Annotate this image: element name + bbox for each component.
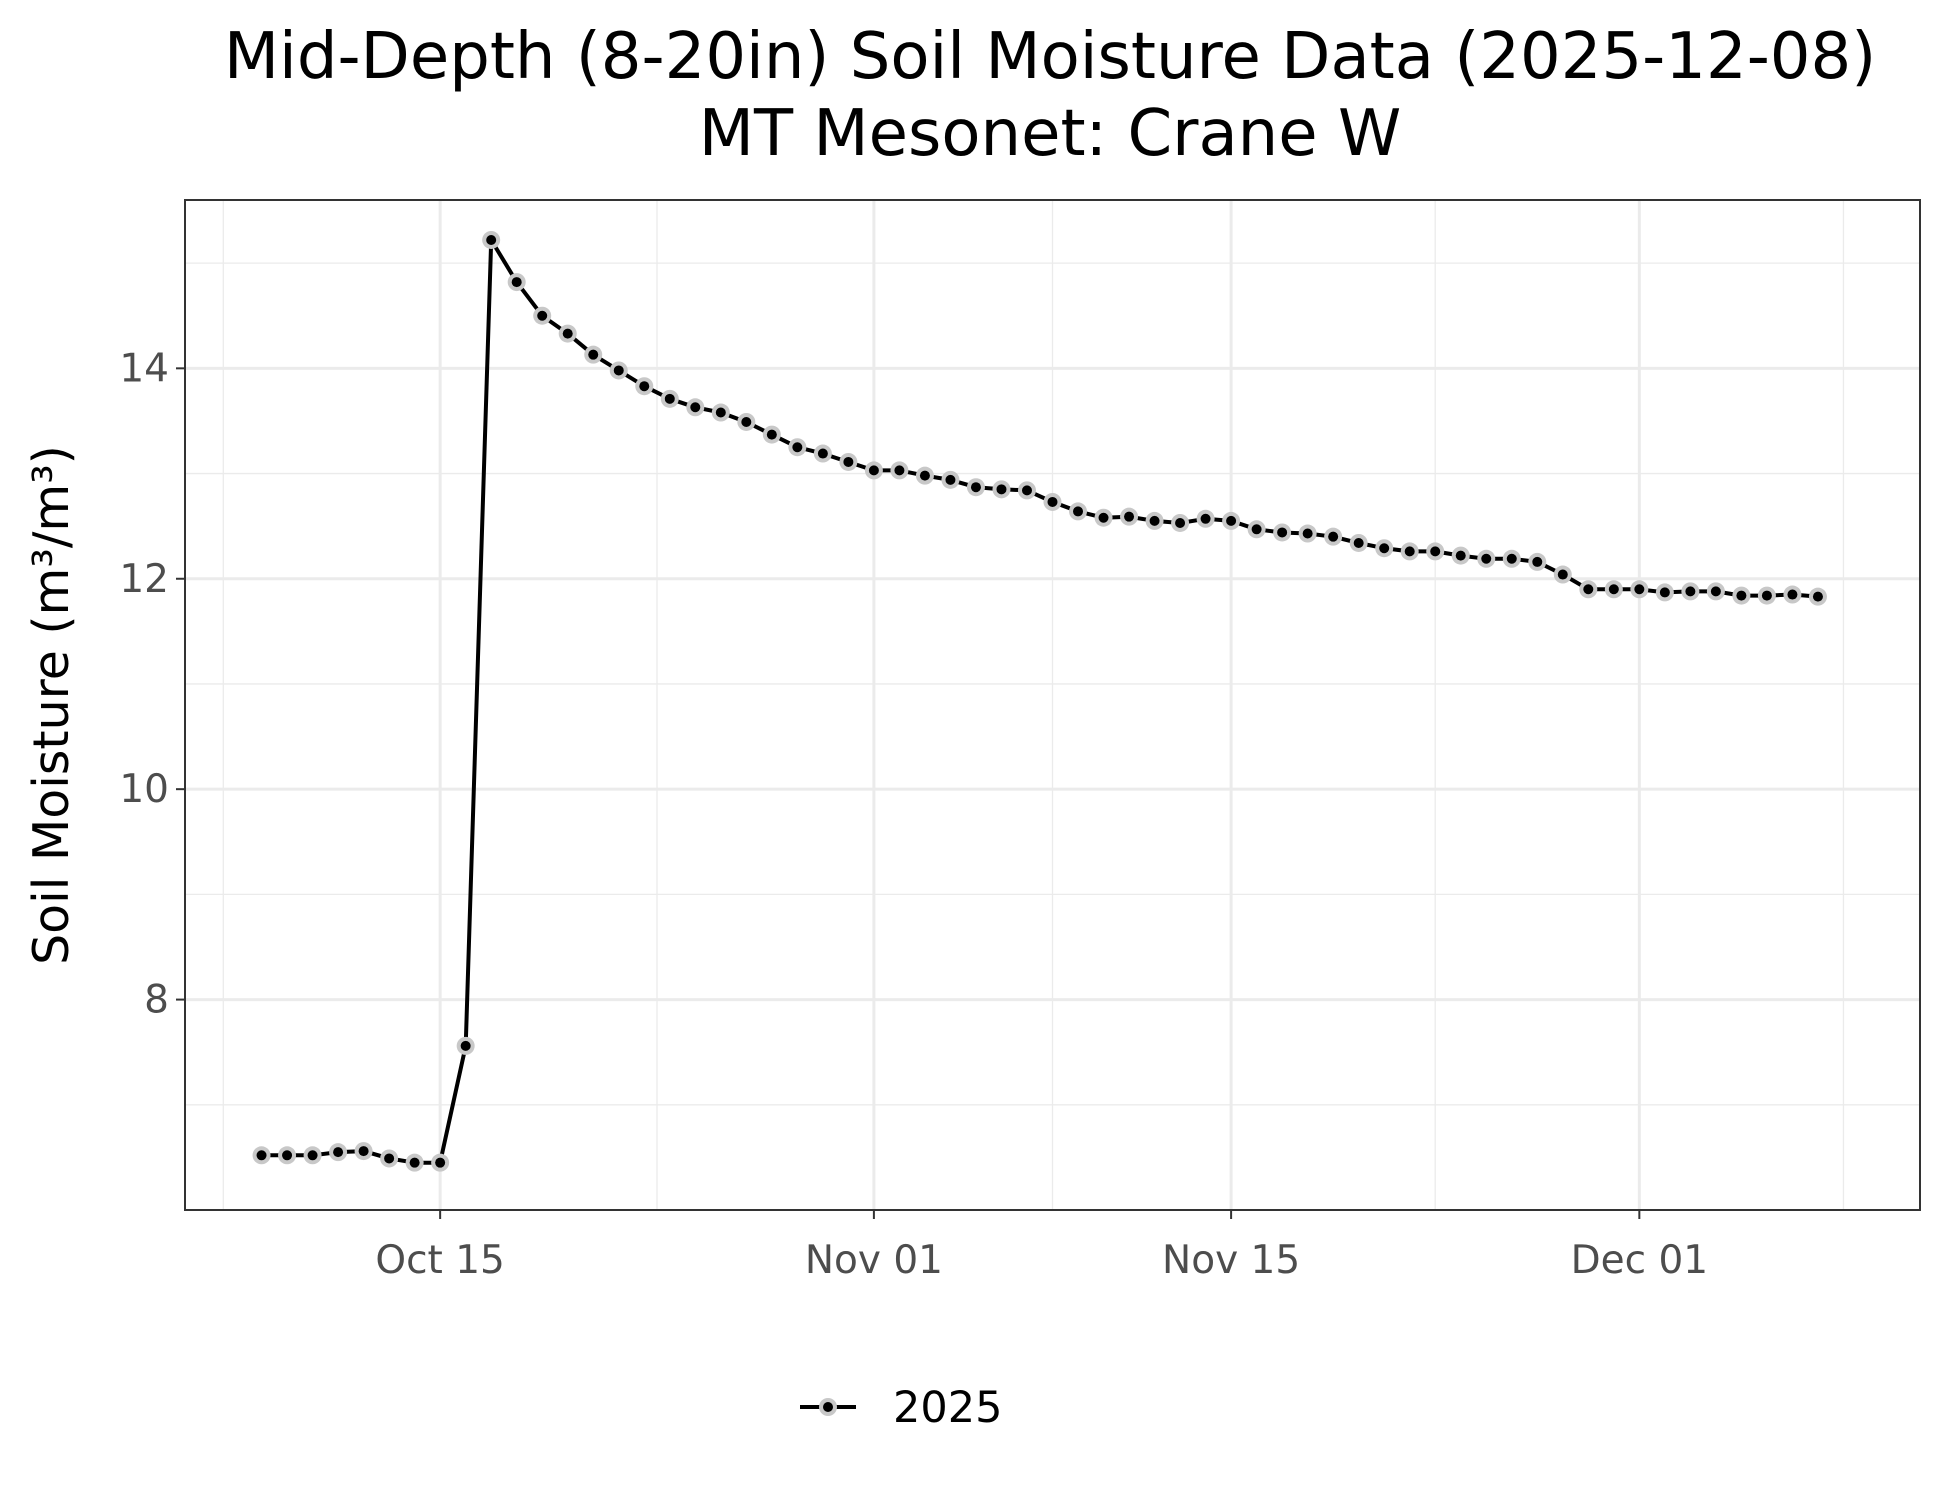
data-point	[1557, 569, 1568, 580]
data-point	[1634, 584, 1645, 595]
data-point	[358, 1146, 369, 1157]
data-point	[562, 328, 573, 339]
data-point	[843, 456, 854, 467]
data-point	[307, 1150, 318, 1161]
data-point	[741, 416, 752, 427]
data-point	[1353, 537, 1364, 548]
data-point	[919, 470, 930, 481]
data-point	[1736, 590, 1747, 601]
x-tick-label: Nov 15	[1162, 1238, 1300, 1283]
data-point	[996, 484, 1007, 495]
plot-border	[184, 199, 1921, 1211]
legend-key-point	[823, 1402, 833, 1412]
y-tick-label: 10	[119, 767, 169, 812]
x-tick-label: Oct 15	[375, 1238, 504, 1283]
data-point	[1021, 485, 1032, 496]
x-tick-label: Dec 01	[1571, 1238, 1709, 1283]
legend-label-2025: 2025	[893, 1383, 1002, 1433]
y-tick-label: 12	[119, 557, 169, 602]
data-point	[256, 1150, 267, 1161]
data-point	[1506, 553, 1517, 564]
data-point	[1277, 527, 1288, 538]
chart-title: Mid-Depth (8-20in) Soil Moisture Data (2…	[224, 20, 1876, 94]
data-point	[1583, 584, 1594, 595]
data-point	[1175, 517, 1186, 528]
data-point	[1098, 512, 1109, 523]
data-point	[1404, 546, 1415, 557]
data-point	[1685, 586, 1696, 597]
data-point	[1200, 513, 1211, 524]
data-point	[1328, 531, 1339, 542]
data-point	[894, 465, 905, 476]
data-point	[1251, 524, 1262, 535]
legend: 2025	[800, 1383, 1002, 1433]
data-point	[868, 465, 879, 476]
data-point	[1787, 589, 1798, 600]
data-point	[537, 310, 548, 321]
chart-subtitle: MT Mesonet: Crane W	[699, 97, 1401, 171]
data-point	[333, 1147, 344, 1158]
data-point	[766, 429, 777, 440]
data-point	[1047, 496, 1058, 507]
data-point	[817, 448, 828, 459]
data-point	[690, 402, 701, 413]
data-point	[1812, 591, 1823, 602]
data-point	[1124, 511, 1135, 522]
data-point	[715, 407, 726, 418]
data-point	[384, 1153, 395, 1164]
data-point	[792, 442, 803, 453]
data-point	[1302, 528, 1313, 539]
data-point	[1608, 584, 1619, 595]
data-point	[945, 474, 956, 485]
data-point	[1073, 506, 1084, 517]
data-point	[435, 1157, 446, 1168]
y-axis: 8 10 12 14	[119, 346, 185, 1023]
data-point	[282, 1150, 293, 1161]
data-point	[486, 234, 497, 245]
data-point	[1761, 590, 1772, 601]
data-point	[1379, 543, 1390, 554]
data-point	[1149, 515, 1160, 526]
data-point	[613, 365, 624, 376]
y-tick-label: 14	[119, 346, 169, 391]
data-point	[1455, 550, 1466, 561]
x-tick-label: Nov 01	[805, 1238, 943, 1283]
y-tick-label: 8	[144, 978, 169, 1023]
data-point	[1226, 515, 1237, 526]
data-point	[639, 381, 650, 392]
data-point	[664, 393, 675, 404]
data-point	[1659, 587, 1670, 598]
data-point	[1481, 553, 1492, 564]
series-layer	[252, 230, 1827, 1172]
plot-panel	[184, 199, 1921, 1211]
x-axis: Oct 15 Nov 01 Nov 15 Dec 01	[375, 1210, 1708, 1283]
data-point	[1710, 586, 1721, 597]
data-point	[970, 482, 981, 493]
major-gridlines	[185, 200, 1920, 1210]
y-axis-title: Soil Moisture (m³/m³)	[23, 445, 80, 965]
data-point	[511, 277, 522, 288]
data-point	[1532, 556, 1543, 567]
data-point	[1430, 546, 1441, 557]
data-point	[460, 1040, 471, 1051]
data-point	[409, 1157, 420, 1168]
data-point	[588, 349, 599, 360]
